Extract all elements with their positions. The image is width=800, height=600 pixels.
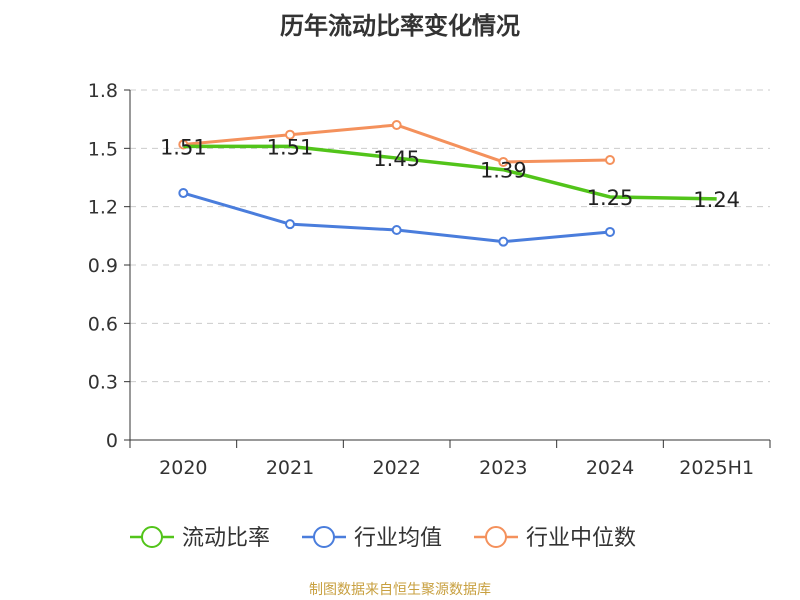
data-point <box>498 156 509 167</box>
series-1 <box>183 144 717 201</box>
y-tick-label: 0.6 <box>88 313 118 335</box>
data-point <box>498 236 509 247</box>
series-line <box>183 144 717 201</box>
legend-item: 流动比率 <box>130 526 270 551</box>
x-tick-label: 2024 <box>586 457 634 479</box>
legend-label: 行业均值 <box>354 526 442 551</box>
data-labels: 1.51 1.51 1.45 1.39 1.25 1.24 <box>160 135 740 212</box>
x-tick-label: 2025H1 <box>679 457 754 479</box>
axes: 0 0.3 0.6 0.9 1.2 1.5 1.8 2020 2021 2022 2023 2024 2… <box>88 80 771 479</box>
grid-lines <box>130 89 770 383</box>
x-tick-label: 2022 <box>372 457 420 479</box>
series-3 <box>178 120 615 167</box>
data-label: 1.51 <box>267 135 314 159</box>
x-tick-label: 2020 <box>159 457 207 479</box>
legend-label: 流动比率 <box>182 526 270 551</box>
y-tick-label: 1.2 <box>88 197 118 219</box>
series-lines <box>178 120 717 247</box>
data-label: 1.25 <box>587 186 634 210</box>
legend-item: 行业中位数 <box>474 526 636 551</box>
x-tick-label: 2021 <box>266 457 314 479</box>
data-point <box>285 129 295 140</box>
y-tick-label: 1.8 <box>88 80 118 102</box>
data-point <box>605 155 615 165</box>
y-tick-label: 1.5 <box>88 138 118 160</box>
data-label: 1.39 <box>480 159 527 183</box>
data-point <box>285 219 295 230</box>
data-point <box>391 225 402 235</box>
legend-marker <box>313 526 335 548</box>
legend-label: 行业中位数 <box>526 526 636 551</box>
chart-title: 历年流动比率变化情况 <box>280 12 520 40</box>
y-tick-label: 0.9 <box>88 255 118 277</box>
legend-marker <box>485 526 507 548</box>
legend-item: 行业均值 <box>302 526 442 551</box>
data-point <box>178 188 189 199</box>
legend-marker <box>141 526 163 548</box>
source-note: 制图数据来自恒生聚源数据库 <box>309 582 491 598</box>
y-tick-label: 0 <box>106 430 118 452</box>
data-label: 1.45 <box>373 147 420 171</box>
data-point <box>605 226 615 237</box>
y-tick-label: 0.3 <box>88 372 118 394</box>
data-point <box>391 120 402 130</box>
x-tick-label: 2023 <box>479 457 527 479</box>
series-2 <box>178 188 615 247</box>
legend: 流动比率 行业均值 行业中位数 <box>130 526 636 551</box>
data-label: 1.24 <box>693 188 740 212</box>
data-label: 1.51 <box>160 135 207 159</box>
